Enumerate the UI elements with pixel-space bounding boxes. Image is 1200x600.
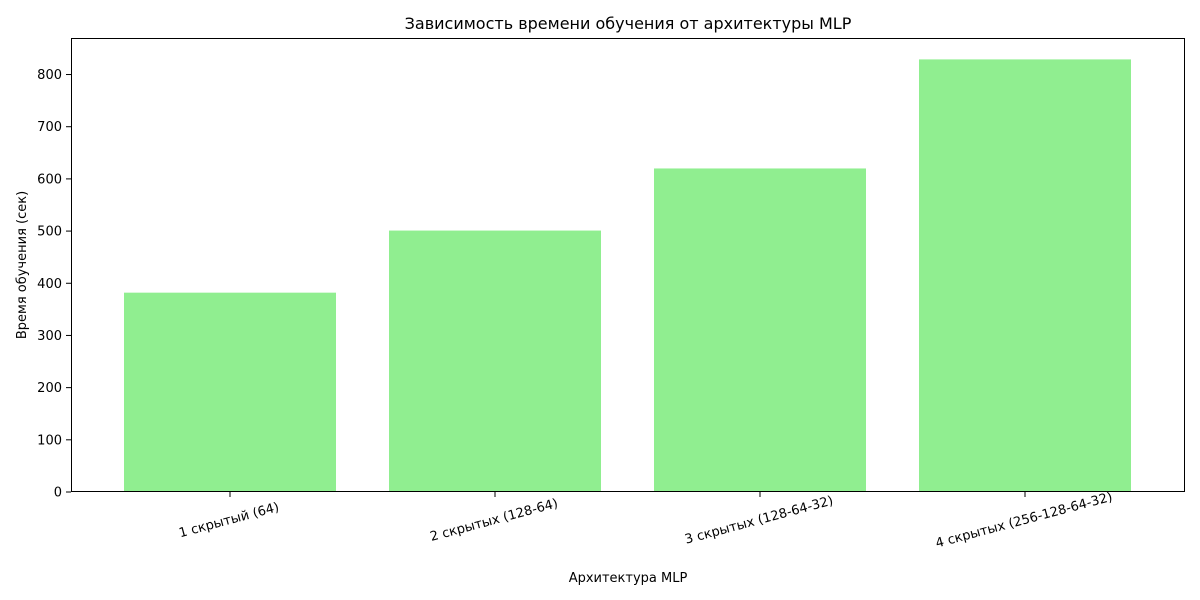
y-axis: 0 100 200 300 400 500 600 700 800: [37, 68, 71, 501]
x-axis: 1 скрытый (64) 2 скрытых (128-64) 3 скрыты…: [177, 490, 1114, 552]
bar-4: [919, 59, 1131, 493]
x-tick-label-4: 4 скрытых (256-128-64-32): [934, 490, 1114, 552]
plot-frame: [71, 38, 1185, 492]
bars-group: [124, 59, 1131, 493]
y-tick-label-0: 0: [54, 486, 62, 501]
x-axis-label: Архитектура MLP: [569, 571, 688, 586]
chart-title: Зависимость времени обучения от архитект…: [405, 14, 852, 33]
x-tick-label-2: 2 скрытых (128-64): [429, 496, 560, 545]
y-tick-label-600: 600: [37, 172, 62, 187]
y-tick-label-500: 500: [37, 225, 62, 240]
bar-2: [389, 230, 601, 492]
y-tick-label-300: 300: [37, 329, 62, 344]
x-tick-label-1: 1 скрытый (64): [177, 500, 280, 541]
y-tick-label-200: 200: [37, 381, 62, 396]
y-tick-label-800: 800: [37, 68, 62, 83]
y-tick-label-100: 100: [37, 433, 62, 448]
y-axis-label: Время обучения (сек): [15, 191, 30, 339]
bar-3: [654, 168, 866, 492]
bar-1: [124, 292, 336, 492]
y-tick-label-700: 700: [37, 120, 62, 135]
y-tick-label-400: 400: [37, 277, 62, 292]
x-tick-label-3: 3 скрытых (128-64-32): [683, 494, 835, 548]
